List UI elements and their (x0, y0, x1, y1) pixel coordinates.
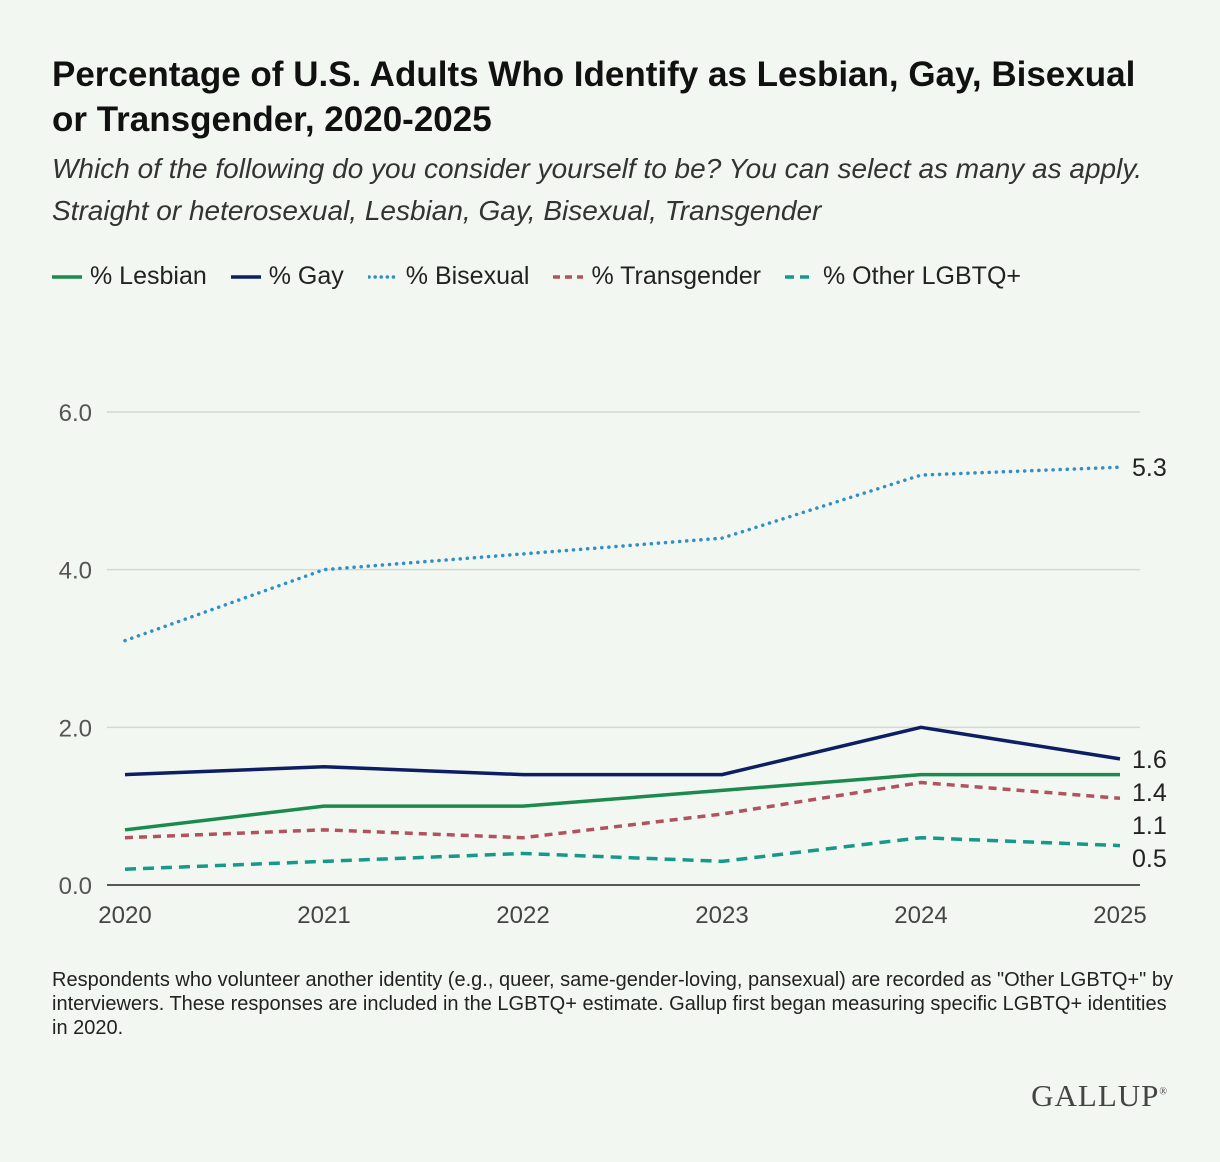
legend-item-transgender: % Transgender (553, 262, 761, 291)
legend-label-other: % Other LGBTQ+ (823, 262, 1021, 290)
series-line-transgender (124, 780, 1121, 840)
legend-item-other: % Other LGBTQ+ (785, 262, 1021, 291)
legend-label-bisexual: % Bisexual (405, 262, 530, 290)
series-line-bisexual (123, 465, 1122, 643)
logo-mark: ® (1159, 1086, 1168, 1098)
legend-label-lesbian: % Lesbian (90, 262, 207, 290)
legend-label-transgender: % Transgender (591, 262, 761, 290)
series-line-gay (124, 725, 1121, 777)
gallup-logo: GALLUP® (1031, 1078, 1168, 1114)
end-label-1: 1.6 (1132, 746, 1167, 774)
legend-item-gay: % Gay (230, 262, 344, 291)
end-label-2: 5.3 (1132, 454, 1167, 482)
logo-text: GALLUP (1031, 1078, 1160, 1113)
x-tick-label-2024: 2024 (894, 902, 947, 929)
legend-swatch-other (785, 274, 815, 279)
end-label-4: 0.5 (1132, 845, 1167, 873)
chart-title: Percentage of U.S. Adults Who Identify a… (52, 55, 1136, 139)
series-line-other-lgbtq (124, 835, 1121, 871)
x-tick-label-2021: 2021 (297, 902, 350, 929)
line-chart: 0.0 2.0 4.0 6.0 2020 2021 2022 2023 2024 2025 5.3 1… (59, 400, 1167, 929)
end-label-3: 1.1 (1132, 812, 1167, 840)
x-tick-label-2020: 2020 (98, 902, 151, 929)
x-tick-label-2022: 2022 (496, 902, 549, 929)
legend-label-gay: % Gay (268, 262, 344, 290)
y-tick-label-0: 0.0 (59, 873, 92, 900)
chart-subtitle: Which of the following do you consider y… (52, 153, 1143, 226)
y-tick-label-1: 2.0 (59, 715, 92, 742)
legend-item-lesbian: % Lesbian (52, 262, 207, 291)
legend-swatch-gay (230, 274, 261, 279)
y-tick-label-3: 6.0 (59, 400, 92, 427)
legend-item-bisexual: % Bisexual (367, 262, 530, 291)
legend-swatch-transgender (553, 274, 584, 279)
legend: % Lesbian % Gay % Bisexual % Transgender… (52, 262, 1045, 291)
end-label-0: 1.4 (1132, 779, 1167, 807)
x-tick-label-2023: 2023 (695, 902, 748, 929)
y-tick-label-2: 4.0 (59, 558, 92, 585)
legend-swatch-bisexual (367, 274, 398, 279)
x-tick-label-2025: 2025 (1093, 902, 1146, 929)
footnote: Respondents who volunteer another identi… (52, 969, 1173, 1039)
legend-swatch-lesbian (52, 274, 82, 279)
series-line-lesbian (124, 772, 1120, 832)
